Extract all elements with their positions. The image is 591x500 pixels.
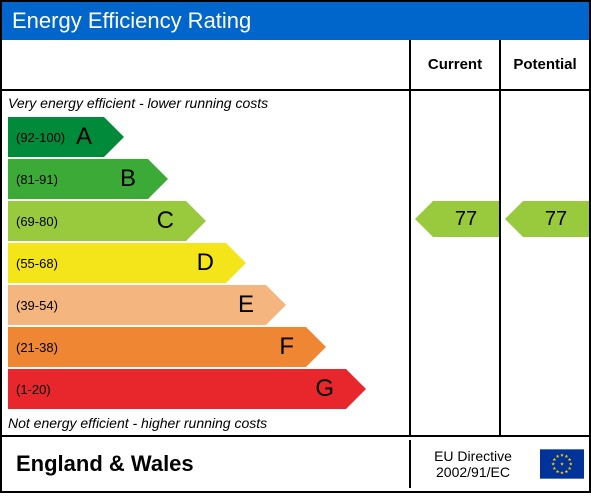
- band-row-e: (39-54) E: [8, 285, 409, 325]
- band-letter: G: [315, 375, 334, 403]
- current-arrow: 77: [415, 201, 499, 237]
- band-letter: D: [197, 249, 214, 277]
- chart-row: Very energy efficient - lower running co…: [2, 91, 589, 435]
- band-bar-b: (81-91) B: [8, 159, 148, 199]
- band-bar-g: (1-20) G: [8, 369, 346, 409]
- band-range: (55-68): [16, 256, 58, 271]
- band-letter: F: [279, 333, 294, 361]
- band-chart-area: Very energy efficient - lower running co…: [2, 91, 409, 435]
- band-bar-e: (39-54) E: [8, 285, 266, 325]
- band-range: (1-20): [16, 382, 51, 397]
- band-bar-f: (21-38) F: [8, 327, 306, 367]
- potential-arrow: 77: [505, 201, 589, 237]
- title-bar: Energy Efficiency Rating: [2, 2, 589, 40]
- header-potential: Potential: [499, 40, 589, 89]
- band-range: (81-91): [16, 172, 58, 187]
- band-range: (21-38): [16, 340, 58, 355]
- current-value-column: 77: [409, 91, 499, 435]
- band-range: (92-100): [16, 130, 65, 145]
- band-bar-c: (69-80) C: [8, 201, 186, 241]
- band-row-b: (81-91) B: [8, 159, 409, 199]
- directive-line1: EU Directive: [417, 448, 529, 464]
- band-row-a: (92-100) A: [8, 117, 409, 157]
- band-range: (69-80): [16, 214, 58, 229]
- footer-row: England & Wales EU Directive 2002/91/EC: [2, 435, 589, 491]
- band-row-g: (1-20) G: [8, 369, 409, 409]
- footer-directive: EU Directive 2002/91/EC: [409, 440, 535, 488]
- potential-value-column: 77: [499, 91, 589, 435]
- current-value: 77: [433, 201, 499, 237]
- band-row-d: (55-68) D: [8, 243, 409, 283]
- caption-inefficient: Not energy efficient - higher running co…: [8, 415, 409, 431]
- title: Energy Efficiency Rating: [12, 8, 251, 33]
- directive-line2: 2002/91/EC: [417, 464, 529, 480]
- band-letter: C: [157, 207, 174, 235]
- footer-region: England & Wales: [2, 439, 409, 489]
- header-spacer: [2, 40, 409, 89]
- band-bar-a: (92-100) A: [8, 117, 104, 157]
- eu-flag-icon: [540, 449, 584, 479]
- band-range: (39-54): [16, 298, 58, 313]
- band-row-c: (69-80) C: [8, 201, 409, 241]
- band-letter: E: [238, 291, 254, 319]
- bands-container: (92-100) A (81-91) B (69-80) C (55-68) D (39-54)…: [8, 117, 409, 409]
- band-bar-d: (55-68) D: [8, 243, 226, 283]
- caption-efficient: Very energy efficient - lower running co…: [8, 95, 409, 111]
- column-header-row: Current Potential: [2, 40, 589, 91]
- epc-rating-chart: Energy Efficiency Rating Current Potenti…: [0, 0, 591, 493]
- eu-flag: [535, 437, 589, 491]
- header-current: Current: [409, 40, 499, 89]
- band-letter: B: [120, 165, 136, 193]
- band-letter: A: [76, 123, 92, 151]
- potential-value: 77: [523, 201, 589, 237]
- band-row-f: (21-38) F: [8, 327, 409, 367]
